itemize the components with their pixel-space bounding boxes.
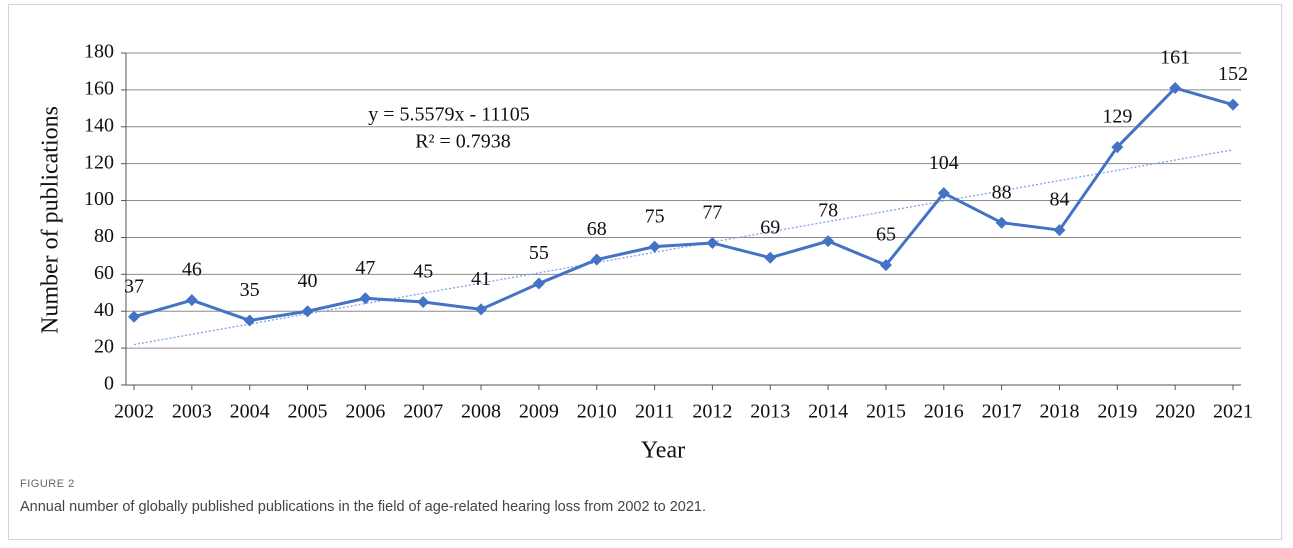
chart: Number of publications Year y = 5.5579x … [38, 41, 1254, 464]
y-tick-label: 80 [94, 225, 114, 247]
marker [706, 236, 719, 249]
x-tick-label: 2020 [1155, 401, 1195, 423]
y-tick-label: 60 [94, 262, 114, 284]
y-tick-label: 140 [84, 114, 114, 136]
trendline [133, 149, 1234, 346]
marker [764, 251, 777, 264]
data-label: 129 [1102, 106, 1132, 128]
figure-frame [8, 4, 1282, 540]
x-tick-label: 2021 [1213, 401, 1253, 423]
y-tick-label: 100 [84, 188, 114, 210]
data-label: 37 [124, 275, 144, 297]
x-tick-label: 2002 [114, 401, 154, 423]
data-label: 69 [760, 216, 780, 238]
data-label: 78 [818, 200, 838, 222]
data-label: 88 [992, 181, 1012, 203]
x-tick-label: 2016 [924, 401, 964, 423]
x-tick-label: 2010 [577, 401, 617, 423]
y-axis-label: Number of publications [38, 106, 64, 334]
x-tick-label: 2008 [461, 401, 501, 423]
x-tick-label: 2017 [982, 401, 1022, 423]
x-tick-label: 2003 [172, 401, 212, 423]
marker [128, 310, 140, 323]
x-tick-label: 2011 [635, 401, 674, 423]
x-tick-label: 2004 [230, 401, 270, 423]
marker [301, 305, 314, 318]
data-label: 55 [529, 242, 549, 264]
data-label: 41 [471, 268, 491, 290]
marker [243, 314, 256, 327]
x-axis-label: Year [641, 438, 685, 464]
data-label: 104 [929, 152, 959, 174]
x-tick-label: 2014 [808, 401, 848, 423]
y-tick-label: 40 [94, 299, 114, 321]
x-tick-label: 2013 [750, 401, 790, 423]
y-tick-label: 20 [94, 336, 114, 358]
marker [937, 187, 950, 200]
data-label: 65 [876, 224, 896, 246]
trend-equation: y = 5.5579x - 11105 [368, 104, 529, 126]
marker [1111, 141, 1124, 154]
marker [532, 277, 545, 290]
x-tick-label: 2009 [519, 401, 559, 423]
x-tick-label: 2006 [345, 401, 385, 423]
x-tick-label: 2005 [288, 401, 328, 423]
y-tick-label: 160 [84, 77, 114, 99]
data-label: 45 [413, 261, 433, 283]
data-label: 75 [645, 205, 665, 227]
figure-label: FIGURE 2 [20, 478, 75, 490]
y-tick-label: 180 [84, 41, 114, 63]
data-label: 77 [702, 202, 722, 224]
figure-caption: Annual number of globally published publ… [20, 499, 706, 515]
marker [185, 294, 198, 307]
data-label: 40 [298, 270, 318, 292]
data-label: 84 [1049, 189, 1069, 211]
x-tick-label: 2019 [1097, 401, 1137, 423]
data-label: 47 [355, 257, 375, 279]
x-tick-label: 2012 [692, 401, 732, 423]
x-tick-label: 2015 [866, 401, 906, 423]
marker [1227, 98, 1239, 111]
x-tick-label: 2007 [403, 401, 443, 423]
series-line [133, 86, 1234, 322]
marker [590, 253, 603, 266]
y-tick-label: 120 [84, 151, 114, 173]
marker [359, 292, 372, 305]
marker [1169, 82, 1182, 95]
marker [1053, 224, 1066, 237]
marker [475, 303, 488, 316]
data-label: 161 [1160, 47, 1190, 69]
x-tick-label: 2018 [1039, 401, 1079, 423]
data-label: 68 [587, 218, 607, 240]
marker [822, 235, 835, 248]
marker [995, 216, 1008, 229]
y-tick-label: 0 [104, 373, 114, 395]
marker [648, 240, 661, 253]
marker [879, 259, 892, 272]
data-label: 46 [182, 259, 202, 281]
trend-r2: R² = 0.7938 [415, 131, 511, 153]
data-label: 152 [1218, 63, 1248, 85]
marker [417, 296, 430, 308]
data-label: 35 [240, 279, 260, 301]
